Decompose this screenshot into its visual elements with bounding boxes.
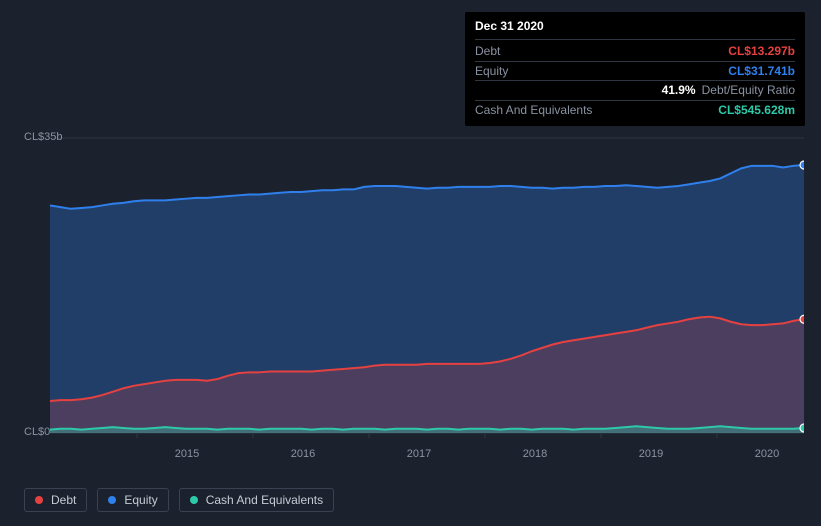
y-axis-label: CL$35b [24, 131, 63, 143]
x-axis-label: 2016 [291, 448, 315, 460]
legend-label-debt: Debt [51, 493, 76, 507]
tooltip-value-equity: CL$31.741b [728, 63, 795, 80]
legend-label-cash: Cash And Equivalents [206, 493, 323, 507]
chart-area[interactable]: CL$35bCL$0 201520162017201820192020 [18, 118, 804, 448]
legend-label-equity: Equity [124, 493, 157, 507]
tooltip-value-ratio: 41.9% [662, 82, 696, 99]
tooltip-value-cash: CL$545.628m [718, 102, 795, 119]
tooltip-label-cash: Cash And Equivalents [475, 102, 592, 119]
tooltip-date: Dec 31 2020 [475, 18, 795, 40]
x-axis-label: 2015 [175, 448, 199, 460]
y-axis-label: CL$0 [24, 426, 50, 438]
tooltip-row-ratio: 41.9% Debt/Equity Ratio [475, 81, 795, 101]
chart-legend: Debt Equity Cash And Equivalents [24, 488, 334, 512]
tooltip-ratio-label: Debt/Equity Ratio [702, 82, 795, 99]
chart-svg[interactable] [18, 118, 804, 448]
legend-item-equity[interactable]: Equity [97, 488, 168, 512]
tooltip-row-debt: Debt CL$13.297b [475, 42, 795, 62]
circle-icon [190, 496, 198, 504]
tooltip-label-debt: Debt [475, 43, 500, 60]
chart-tooltip: Dec 31 2020 Debt CL$13.297b Equity CL$31… [465, 12, 805, 126]
legend-item-cash[interactable]: Cash And Equivalents [179, 488, 334, 512]
x-axis-label: 2017 [407, 448, 431, 460]
tooltip-row-equity: Equity CL$31.741b [475, 62, 795, 82]
circle-icon [108, 496, 116, 504]
x-axis-label: 2018 [523, 448, 547, 460]
x-axis-label: 2020 [755, 448, 779, 460]
x-axis-label: 2019 [639, 448, 663, 460]
tooltip-label-equity: Equity [475, 63, 508, 80]
tooltip-value-debt: CL$13.297b [728, 43, 795, 60]
legend-item-debt[interactable]: Debt [24, 488, 87, 512]
circle-icon [35, 496, 43, 504]
